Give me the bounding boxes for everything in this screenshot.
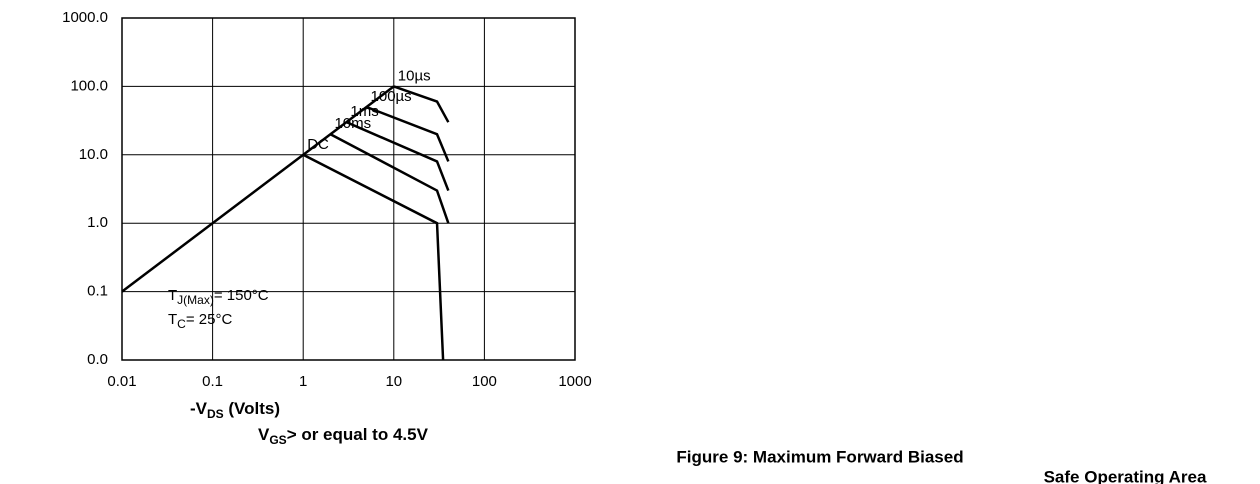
x-axis-label-sub: DS: [207, 407, 224, 421]
caption-line: Safe Operating Area: [1044, 467, 1207, 484]
caption-line: Figure 9: Maximum Forward Biased: [676, 447, 963, 466]
y-tick-label: 1000.0: [62, 9, 108, 26]
annotation-main: T: [168, 287, 177, 304]
x-tick-label: 100: [472, 373, 497, 390]
y-tick-label: 100.0: [70, 77, 108, 94]
annotation: TC= 25°C: [168, 311, 232, 331]
note: VGS> or equal to 4.5V: [258, 425, 429, 447]
series-label: 100µs: [371, 88, 412, 105]
x-tick-label: 10: [385, 373, 402, 390]
series-label: 10ms: [334, 115, 371, 132]
x-axis-label-rest: (Volts): [224, 399, 280, 418]
series-label: 10µs: [398, 67, 431, 84]
x-tick-label: 0.1: [202, 373, 223, 390]
x-tick-label: 1000: [558, 373, 591, 390]
y-tick-label: 0.0: [87, 351, 108, 368]
annotation-rest: = 150°C: [214, 287, 269, 304]
annotation-main: T: [168, 311, 177, 328]
series-line: [345, 121, 450, 192]
note-main: V: [258, 425, 270, 444]
series-line: [302, 153, 445, 361]
series-line: [121, 85, 395, 293]
series-label: DC: [307, 136, 329, 153]
series-line: [393, 85, 450, 123]
y-tick-label: 1.0: [87, 214, 108, 231]
y-tick-label: 0.1: [87, 283, 108, 300]
note-rest: > or equal to 4.5V: [287, 425, 429, 444]
annotation-rest: = 25°C: [186, 311, 233, 328]
y-tick-label: 10.0: [79, 146, 108, 163]
series-line: [329, 133, 450, 224]
x-axis-label-main: -V: [190, 399, 208, 418]
x-tick-label: 0.01: [107, 373, 136, 390]
x-tick-label: 1: [299, 373, 307, 390]
annotation: TJ(Max)= 150°C: [168, 287, 269, 307]
series-label: 1ms: [350, 103, 378, 120]
annotation-sub: J(Max): [177, 293, 214, 307]
plot-frame: [121, 17, 576, 361]
note-sub: GS: [269, 433, 286, 447]
series-line: [366, 105, 450, 162]
annotation-sub: C: [177, 317, 186, 331]
x-axis-label: -VDS (Volts): [190, 399, 280, 421]
